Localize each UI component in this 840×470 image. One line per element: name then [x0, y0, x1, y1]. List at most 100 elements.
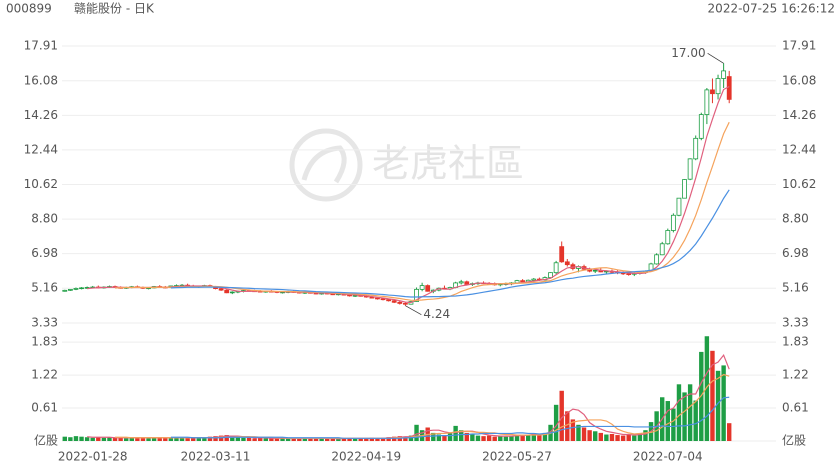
volume-bar: [587, 430, 592, 441]
watermark-logo: [289, 128, 363, 202]
volume-bar: [252, 438, 257, 441]
candle-body: [414, 288, 419, 302]
volume-bar: [380, 437, 386, 441]
volume-bar: [620, 435, 626, 441]
volume-bar: [565, 411, 570, 441]
volume-bar: [632, 435, 637, 441]
candle-body: [670, 214, 676, 231]
annotation-label: 4.24: [423, 307, 450, 321]
volume-bar: [151, 437, 157, 441]
candle-body: [218, 288, 224, 291]
volume-bar: [727, 423, 732, 441]
y-tick-label-left: 1.83: [31, 335, 58, 349]
candle-body: [458, 281, 464, 284]
volume-bar: [604, 434, 609, 441]
x-tick-label: 2022-01-28: [58, 450, 128, 464]
y-tick-label-left: 3.33: [31, 316, 58, 330]
volume-bar: [403, 436, 408, 441]
volume-bar: [531, 433, 536, 441]
candle-body: [531, 278, 537, 281]
volume-bar: [352, 438, 358, 441]
volume-bar: [157, 437, 162, 441]
candle-body: [687, 158, 693, 180]
x-tick-label: 2022-04-19: [331, 450, 401, 464]
candle-body: [375, 297, 380, 300]
y-tick-label-right: 亿股: [782, 433, 806, 448]
volume-bar: [112, 437, 118, 441]
volume-bar: [598, 432, 603, 441]
volume-bar: [285, 438, 291, 441]
volume-bar: [179, 437, 185, 441]
moving-average-line: [87, 85, 730, 304]
volume-bar: [581, 427, 587, 441]
volume-bar: [375, 438, 380, 441]
candle-body: [229, 291, 235, 294]
volume-bar: [224, 435, 229, 441]
volume-bar: [135, 437, 140, 441]
volume-bar: [246, 437, 252, 441]
x-tick-label: 2022-03-11: [181, 450, 251, 464]
volume-bar: [704, 336, 710, 441]
volume-bar: [319, 438, 324, 441]
volume-bar: [258, 437, 263, 441]
volume-bar: [470, 434, 475, 441]
volume-bar: [637, 433, 643, 441]
candle-body: [548, 272, 553, 278]
volume-bar: [347, 438, 352, 441]
y-tick-label-right: 16.08: [782, 73, 816, 87]
volume-bar: [269, 438, 274, 441]
volume-bar: [297, 438, 302, 441]
candle-body: [559, 246, 565, 263]
volume-bar: [202, 437, 207, 441]
volume-bar: [191, 437, 196, 441]
candle-body: [693, 137, 699, 160]
y-tick-label-right: 17.91: [782, 39, 816, 53]
volume-bar: [369, 437, 375, 441]
watermark-logo-mark: [301, 145, 347, 184]
volume-bar: [464, 432, 469, 441]
candle-body: [386, 299, 392, 302]
volume-bar: [235, 437, 241, 441]
volume-bar: [693, 400, 698, 441]
y-tick-label-left: 17.91: [24, 39, 58, 53]
y-tick-label-left: 0.61: [31, 401, 58, 415]
volume-bar: [79, 436, 84, 441]
volume-bar: [291, 438, 296, 441]
candle-body: [380, 298, 386, 301]
volume-bar: [213, 436, 218, 441]
volume-bar: [503, 436, 509, 441]
volume-bar: [481, 436, 486, 441]
volume-bar: [721, 365, 726, 441]
volume-bar: [682, 392, 687, 441]
candle-body: [704, 89, 710, 115]
candle-body: [626, 273, 632, 275]
candle-body: [464, 281, 470, 285]
timestamp: 2022-07-25 16:26:12: [708, 2, 835, 16]
y-tick-label-left: 16.08: [24, 73, 58, 87]
stock-name: 赣能股份 - 日K: [74, 2, 155, 16]
volume-bar: [358, 438, 363, 441]
candle-body: [721, 70, 727, 79]
volume-bar: [129, 437, 134, 441]
x-tick-label: 2022-05-27: [482, 450, 552, 464]
volume-bar: [196, 438, 201, 441]
volume-bar: [241, 437, 246, 441]
volume-bar: [336, 438, 341, 441]
volume-bar: [96, 437, 101, 441]
y-tick-label-right: 0.61: [782, 401, 809, 415]
candle-body: [73, 288, 79, 290]
volume-bar: [492, 436, 497, 441]
volume-bar: [559, 390, 564, 441]
volume-bar: [475, 435, 481, 441]
volume-bar: [207, 436, 213, 441]
moving-average-line: [170, 189, 730, 298]
volume-bar: [174, 437, 179, 441]
volume-bar: [325, 438, 330, 441]
annotation-label: 17.00: [671, 46, 705, 60]
y-tick-label-left: 6.98: [31, 246, 58, 260]
volume-bar: [671, 408, 676, 441]
y-tick-label-left: 5.16: [31, 281, 58, 295]
y-tick-label-left: 14.26: [24, 108, 58, 122]
x-tick-label: 2022-07-04: [633, 450, 703, 464]
y-tick-label-right: 8.80: [782, 212, 809, 226]
